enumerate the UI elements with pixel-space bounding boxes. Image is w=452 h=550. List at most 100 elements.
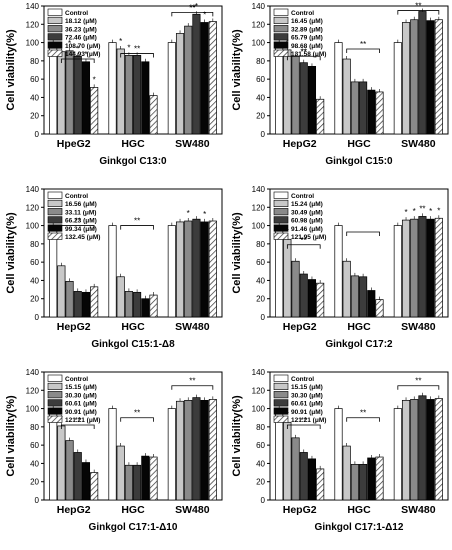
bar-hepg2-4	[307, 65, 317, 135]
significance-annotation: *	[195, 2, 198, 11]
legend-swatch	[47, 391, 63, 399]
bar-sw480-1	[401, 22, 411, 135]
bar-sw480-4	[200, 22, 209, 135]
legend-swatch	[47, 41, 63, 49]
bar-hpeg2-2	[65, 50, 74, 135]
bar-hepg2-5	[316, 98, 325, 135]
legend-swatch	[47, 199, 63, 208]
bar-hgc-4	[367, 89, 376, 135]
significance-bracket	[120, 225, 154, 230]
y-tick-label: 0	[261, 313, 266, 322]
significance-bracket	[397, 385, 440, 390]
bar-hpeg2-4	[81, 61, 91, 135]
bar-hgc-2	[350, 275, 359, 318]
y-tick-label: 120	[252, 20, 266, 29]
bar-hgc-3	[133, 55, 142, 135]
significance-annotation: **	[189, 3, 195, 12]
legend-swatch	[273, 232, 289, 240]
chart-svg: 020406080100120140HepG2HGCSW480*********…	[231, 2, 449, 167]
bar-sw480-4	[426, 218, 435, 318]
bar-sw480-5	[208, 399, 217, 501]
significance-annotation: *	[203, 10, 206, 19]
legend-label: 30.49 (μM)	[291, 209, 323, 216]
bar-hepg2-2	[65, 280, 74, 318]
bar-sw480-3	[192, 13, 201, 135]
y-tick-label: 40	[256, 93, 265, 102]
bar-sw480-1	[175, 33, 185, 135]
significance-annotation: *	[203, 210, 206, 219]
legend-label: Control	[65, 10, 88, 17]
legend-swatch	[47, 216, 63, 224]
bar-hgc-4	[367, 290, 376, 318]
y-axis-label: Cell viability(%)	[231, 29, 243, 111]
bar-sw480-4	[200, 399, 209, 501]
bar-sw480-3	[418, 395, 427, 501]
bar-hepg2-2	[65, 440, 74, 501]
bar-hepg2-4	[307, 458, 317, 501]
y-tick-label: 100	[252, 222, 266, 231]
significance-annotation: *	[437, 206, 440, 215]
bar-hgc-4	[141, 455, 150, 501]
bar-sw480-2	[184, 220, 193, 318]
bar-hgc-3	[133, 464, 142, 501]
y-tick-label: 60	[256, 258, 265, 267]
legend-swatch	[273, 8, 289, 16]
legend-label: Control	[65, 376, 88, 383]
legend-label: 15.15 (μM)	[291, 384, 323, 391]
plot-frame	[269, 371, 449, 501]
bar-sw480-0	[393, 408, 402, 501]
chart-title: Ginkgol C17:1-Δ12	[315, 522, 404, 533]
bar-hgc-1	[342, 445, 351, 501]
legend-swatch	[273, 374, 289, 382]
legend-label: 15.15 (μM)	[65, 384, 97, 391]
bar-hgc-4	[141, 61, 150, 135]
bar-sw480-5	[434, 19, 443, 135]
y-tick-label: 0	[35, 313, 40, 322]
bar-hpeg2-1	[57, 51, 66, 135]
significance-annotation: *	[68, 39, 71, 48]
bar-hepg2-4	[81, 291, 91, 318]
x-tick-label: HGC	[347, 321, 371, 333]
y-tick-label: 60	[256, 441, 265, 450]
legend-swatch	[273, 399, 289, 407]
bar-sw480-3	[192, 218, 201, 318]
bar-hepg2-3	[73, 291, 82, 318]
legend-swatch	[273, 407, 289, 415]
bar-hgc-0	[108, 225, 117, 318]
x-tick-label: HGC	[121, 321, 145, 333]
bar-sw480-0	[167, 42, 176, 135]
significance-annotation: **	[301, 416, 307, 425]
legend-label: 60.61 (μM)	[65, 401, 97, 408]
legend-label: 91.46 (μM)	[291, 226, 323, 233]
significance-bracket	[60, 58, 95, 64]
legend-swatch	[273, 208, 289, 216]
legend-label: Control	[65, 193, 88, 200]
legend-swatch	[273, 216, 289, 224]
bar-hgc-5	[149, 95, 158, 135]
bar-hepg2-5	[90, 286, 99, 318]
significance-bracket	[397, 10, 440, 15]
chart-panel-2: 020406080100120140HepG2HGCSW480*********…	[226, 0, 452, 183]
significance-bracket	[120, 417, 154, 422]
bar-sw480-2	[410, 399, 419, 501]
legend-swatch	[47, 16, 63, 25]
legend-swatch	[273, 41, 289, 49]
significance-annotation: **	[189, 3, 195, 12]
significance-bracket	[286, 244, 321, 249]
y-tick-label: 100	[252, 405, 266, 414]
y-tick-label: 120	[252, 203, 266, 212]
bar-hepg2-2	[291, 55, 300, 135]
legend-swatch	[273, 382, 289, 391]
chart-title: Ginkgol C13:0	[99, 156, 167, 167]
bar-hepg2-5	[316, 282, 325, 318]
legend-label: 65.79 (μM)	[291, 35, 323, 42]
legend-label: 30.30 (μM)	[291, 392, 323, 399]
significance-annotation: *	[187, 209, 190, 218]
y-tick-label: 140	[26, 2, 40, 11]
significance-annotation: **	[415, 377, 421, 386]
significance-annotation: **	[360, 409, 366, 418]
legend-label: 90.91 (μM)	[65, 409, 97, 416]
bar-sw480-0	[393, 42, 402, 135]
legend-label: 144.93 (μM)	[65, 51, 100, 58]
bar-hgc-5	[375, 91, 384, 135]
